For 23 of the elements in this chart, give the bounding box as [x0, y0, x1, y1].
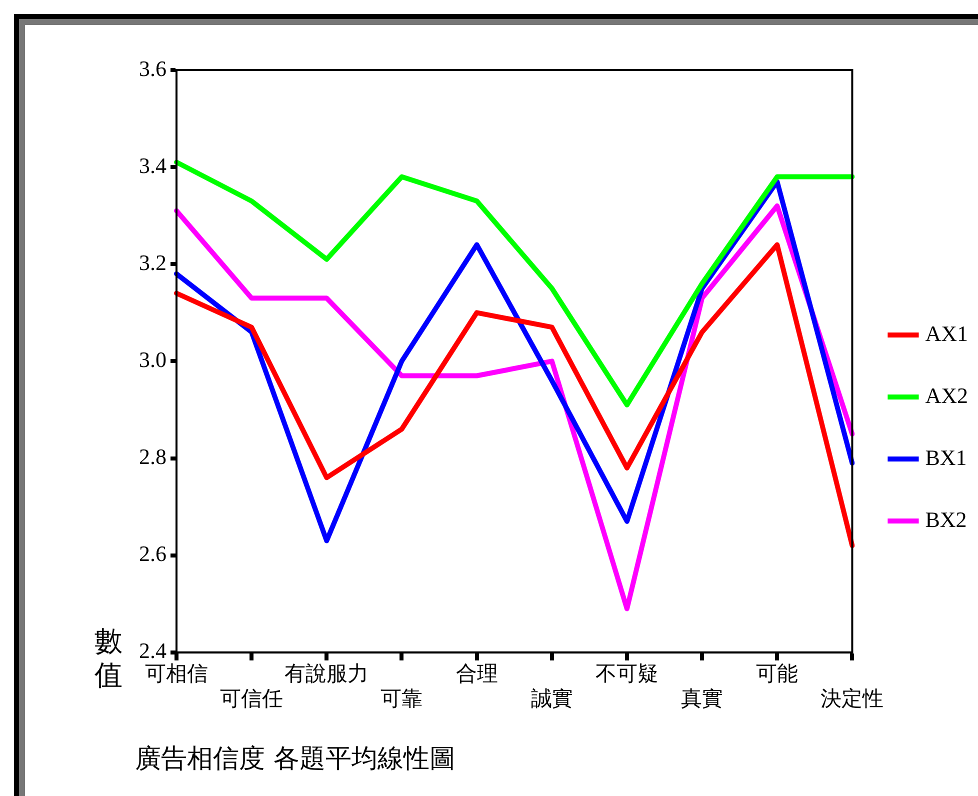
x-tick-label: 合理: [456, 661, 498, 686]
x-tick-label: 可信任: [220, 686, 284, 711]
y-tick-label: 3.4: [139, 152, 166, 178]
y-tick-label: 3.2: [139, 250, 166, 275]
legend-label: BX1: [925, 444, 967, 470]
y-tick-label: 2.8: [139, 444, 166, 470]
x-tick-label: 決定性: [820, 686, 884, 711]
legend-label: AX1: [925, 320, 968, 346]
y-axis-title: 數值: [94, 624, 122, 692]
legend-label: AX2: [925, 382, 968, 408]
x-tick-label: 可能: [756, 661, 798, 686]
y-tick-label: 2.4: [139, 638, 166, 664]
x-tick-label: 可靠: [380, 686, 423, 711]
x-tick-label: 誠實: [530, 686, 573, 711]
x-tick-label: 真實: [681, 686, 724, 711]
y-tick-label: 2.6: [139, 541, 166, 566]
x-tick-label: 不可疑: [595, 661, 658, 686]
text: 廣告相信度 各題平均線性圖: [135, 744, 456, 774]
y-tick-label: 3.6: [139, 56, 166, 81]
x-tick-label: 可相信: [145, 661, 208, 686]
legend-label: BX2: [925, 506, 967, 532]
y-tick-label: 3.0: [139, 346, 166, 372]
x-tick-label: 有說服力: [284, 661, 369, 686]
